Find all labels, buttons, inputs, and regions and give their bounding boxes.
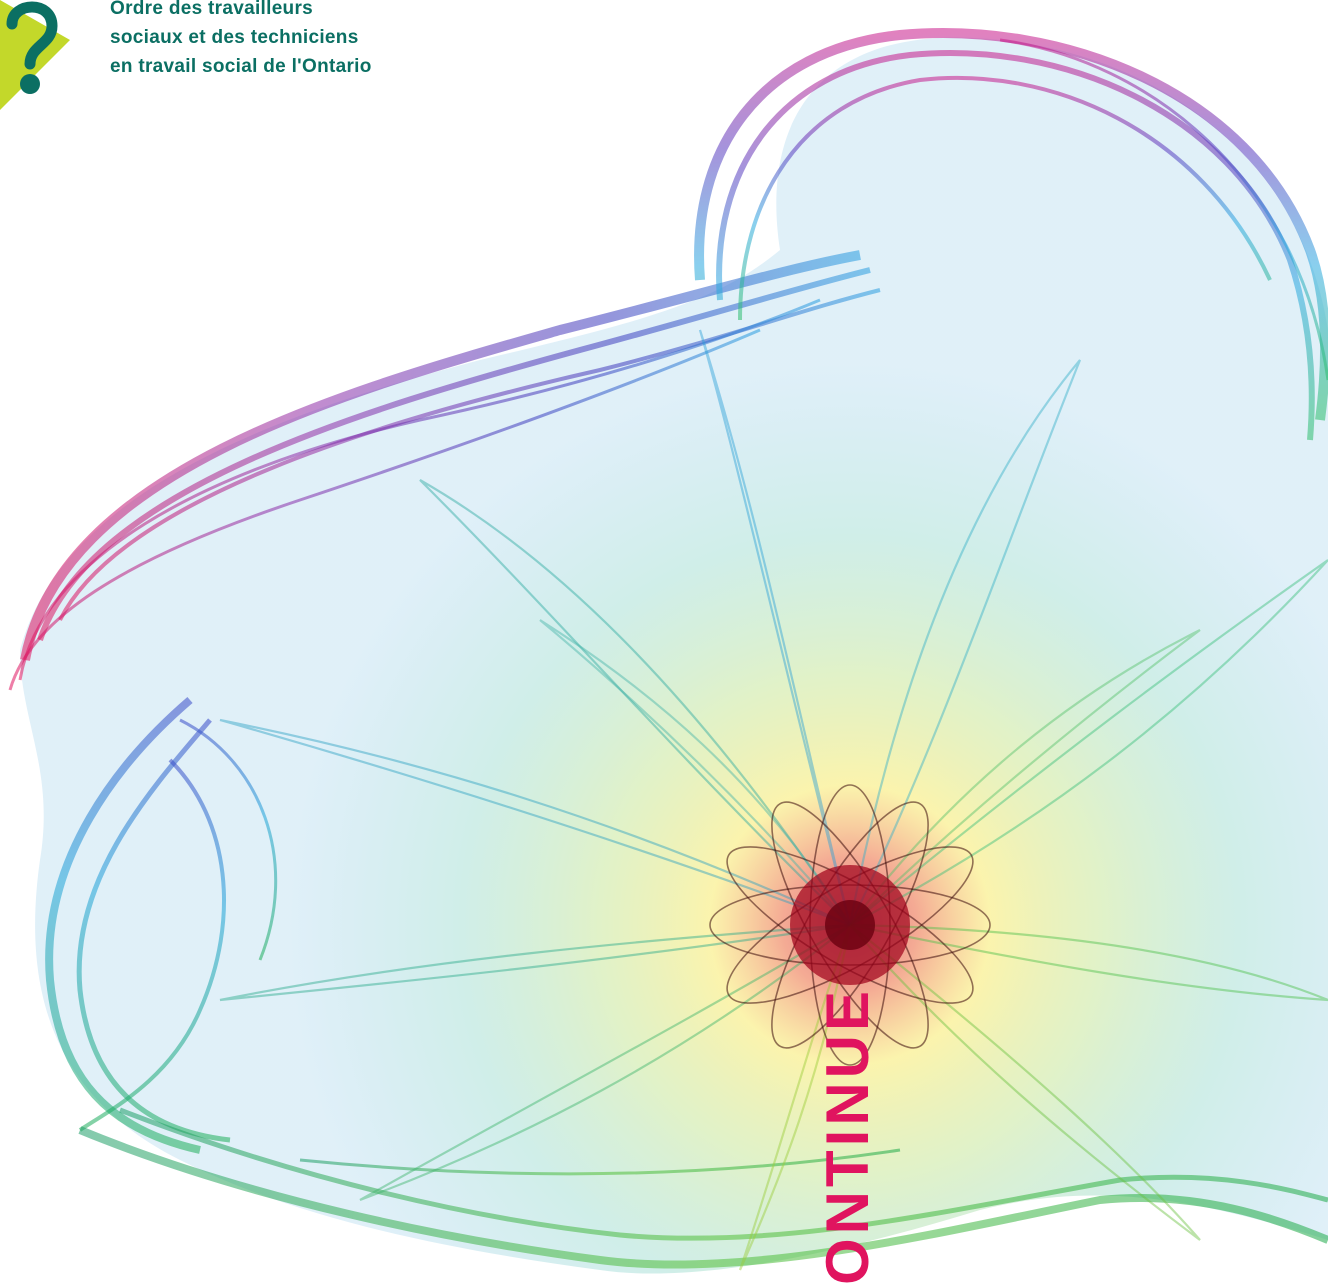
- vertical-title-word: ONTINUE: [814, 987, 881, 1285]
- org-line-2: sociaux et des techniciens: [110, 27, 359, 48]
- question-mark-logo-icon: [0, 0, 70, 110]
- org-line-1: Ordre des travailleurs: [110, 0, 314, 19]
- org-line-3: en travail social de l'Ontario: [110, 56, 372, 77]
- organization-name: Ordre des travailleurs sociaux et des te…: [110, 0, 372, 81]
